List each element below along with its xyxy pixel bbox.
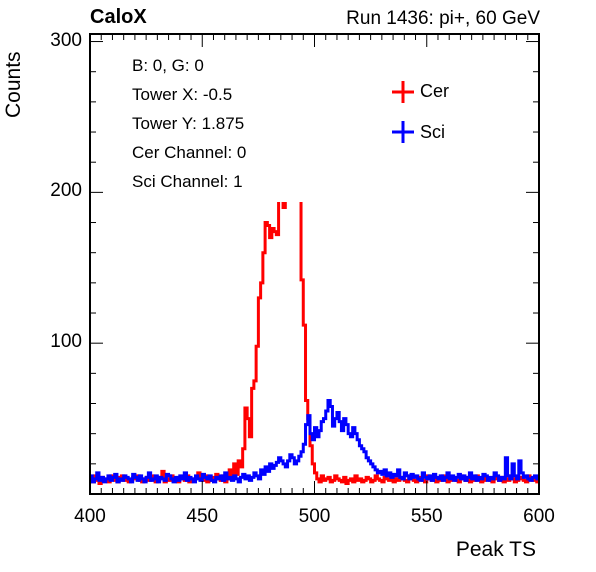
- info-line-cer-channel: Cer Channel: 0: [132, 143, 247, 162]
- x-axis-title: Peak TS: [455, 538, 536, 561]
- x-tick-label: 400: [74, 506, 106, 527]
- x-tick-label: 500: [298, 506, 331, 527]
- y-axis-title: Counts: [2, 51, 25, 118]
- x-tick-label: 550: [410, 506, 443, 527]
- info-line-tower-x: Tower X: -0.5: [132, 85, 233, 104]
- legend-label-cer: Cer: [420, 81, 450, 101]
- header-experiment-label: CaloX: [90, 6, 147, 28]
- y-tick-label: 300: [50, 29, 82, 51]
- x-tick-label: 450: [186, 506, 219, 527]
- legend-label-sci: Sci: [420, 122, 446, 142]
- info-box: B: 0, G: 0 Tower X: -0.5 Tower Y: 1.875 …: [120, 52, 358, 202]
- x-tick-label: 600: [523, 506, 555, 527]
- y-tick-label: 100: [50, 331, 82, 353]
- header-run-label: Run 1436: pi+, 60 GeV: [346, 8, 540, 29]
- series-line-sci: [90, 398, 539, 484]
- y-tick-label: 200: [50, 180, 82, 202]
- info-line-sci-channel: Sci Channel: 1: [132, 172, 243, 191]
- info-line-tower-y: Tower Y: 1.875: [132, 114, 245, 133]
- info-line-bg: B: 0, G: 0: [132, 56, 204, 75]
